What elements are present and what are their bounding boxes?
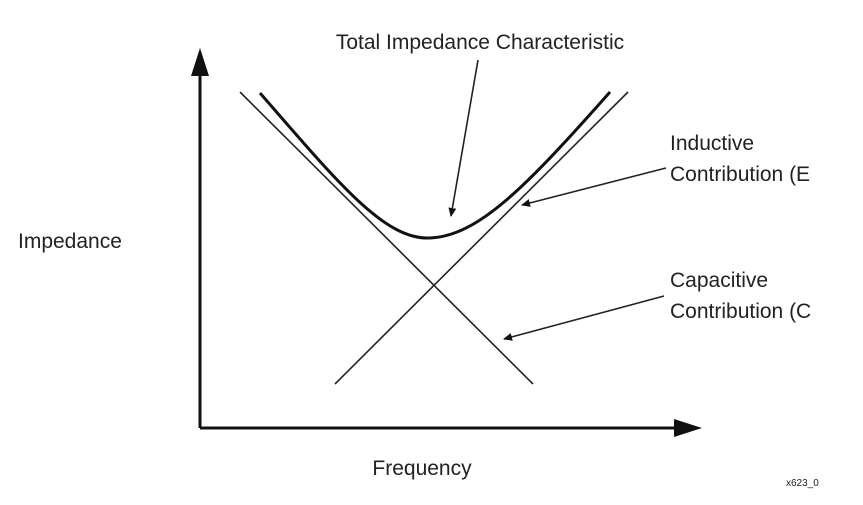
title: Total Impedance Characteristic xyxy=(336,31,624,54)
total-impedance-curve xyxy=(258,91,612,240)
inductive-label: Inductive xyxy=(670,132,754,155)
title-pointer xyxy=(448,59,479,217)
capacitive-pointer xyxy=(503,295,665,341)
x-axis-arrow xyxy=(674,419,702,437)
figure-id: x623_0 xyxy=(786,478,819,489)
y-axis-label: Impedance xyxy=(18,230,122,253)
capacitive-line xyxy=(239,91,534,385)
inductive-pointer xyxy=(521,167,667,207)
y-axis-arrow xyxy=(191,48,209,76)
inductive-line xyxy=(334,91,629,385)
capacitive-label: Capacitive xyxy=(670,269,768,292)
x-axis-label: Frequency xyxy=(372,457,472,480)
inductive-label: Contribution (E xyxy=(670,163,810,186)
capacitive-label: Contribution (C xyxy=(670,300,811,323)
